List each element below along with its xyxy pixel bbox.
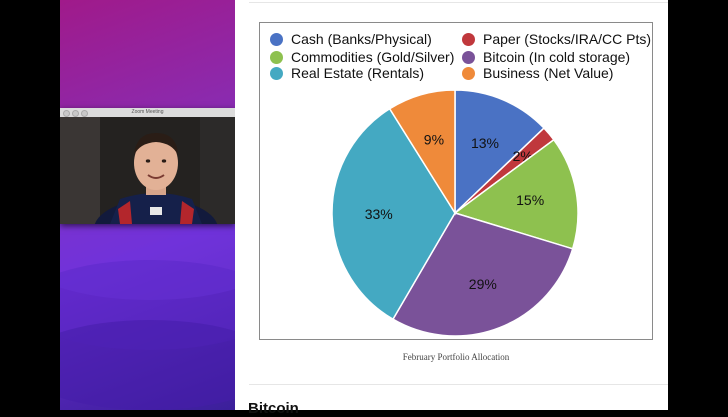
zoom-meeting-window[interactable]: Zoom Meeting [60,108,235,224]
section-heading: Bitcoin [248,400,299,417]
divider [249,2,668,3]
chart-caption: February Portfolio Allocation [402,352,510,362]
presenter-video-frame [60,117,235,224]
zoom-titlebar[interactable]: Zoom Meeting [60,108,235,117]
legend-dot [462,66,475,80]
slice-percent-label: 29% [469,276,497,292]
zoom-window-title: Zoom Meeting [131,109,164,115]
pie-slice [388,89,456,216]
legend-item-paper: Paper (Stocks/IRA/CC Pts) [462,31,651,47]
legend-item-real-estate: Real Estate (Rentals) [270,65,424,81]
legend-item-business: Business (Net Value) [462,65,613,81]
legend-label: Business (Net Value) [483,65,614,81]
legend-label: Real Estate (Rentals) [291,65,425,81]
legend-label: Bitcoin (In cold storage) [483,49,631,65]
legend-item-cash: Cash (Banks/Physical) [270,31,432,47]
pie-slice [453,138,579,250]
legend-label: Commodities (Gold/Silver) [291,49,455,65]
legend-label: Paper (Stocks/IRA/CC Pts) [483,31,652,47]
divider [249,384,668,385]
slice-percent-label: 33% [365,206,393,222]
legend-dot [270,32,283,46]
slice-percent-label: 9% [424,132,444,148]
legend-item-commodities: Commodities (Gold/Silver) [270,49,454,65]
minimize-icon[interactable] [72,110,79,117]
webcam-video [60,117,235,224]
slice-percent-label: 13% [471,135,499,151]
slice-percent-label: 15% [516,192,544,208]
window-controls[interactable] [63,110,88,117]
legend-dot [462,32,475,46]
legend-dot [462,50,475,64]
legend-dot [270,66,283,80]
maximize-icon[interactable] [81,110,88,117]
pie-slice [454,89,546,215]
legend-item-bitcoin: Bitcoin (In cold storage) [462,49,630,65]
legend-dot [270,50,283,64]
legend-label: Cash (Banks/Physical) [291,31,432,47]
close-icon[interactable] [63,110,70,117]
pie-slice [331,107,456,321]
